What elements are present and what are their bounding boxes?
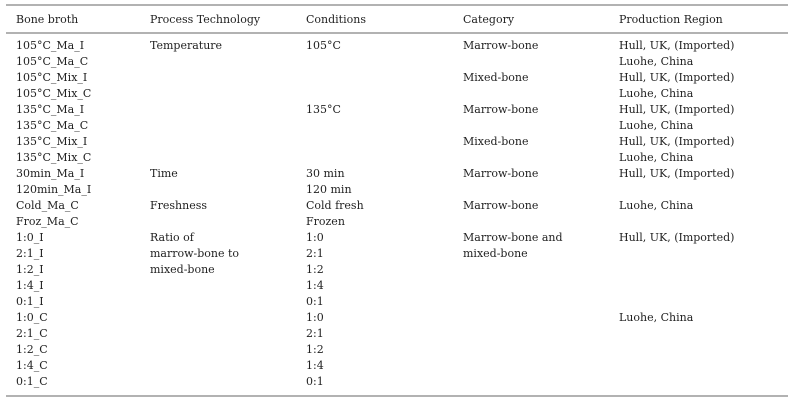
cell: 105°C_Ma_I bbox=[16, 39, 84, 52]
cell: 1:0 bbox=[306, 231, 324, 244]
cell: 105°C bbox=[306, 39, 341, 52]
cell: Marrow-bone bbox=[463, 167, 538, 180]
cell: Mixed-bone bbox=[463, 71, 529, 84]
cell: Marrow-bone and bbox=[463, 231, 563, 244]
cell: Freshness bbox=[150, 199, 207, 212]
cell: 135°C_Mix_C bbox=[16, 151, 91, 164]
cell: Froz_Ma_C bbox=[16, 215, 79, 228]
cell: 1:4 bbox=[306, 359, 324, 372]
cell: 1:4_C bbox=[16, 359, 48, 372]
cell: Hull, UK, (Imported) bbox=[619, 231, 734, 244]
cell: 1:2_C bbox=[16, 343, 48, 356]
cell: 1:2 bbox=[306, 343, 324, 356]
cell: Hull, UK, (Imported) bbox=[619, 39, 734, 52]
cell: 0:1_I bbox=[16, 295, 44, 308]
header-cell: Process Technology bbox=[150, 13, 261, 26]
cell: 1:0_I bbox=[16, 231, 44, 244]
cell: 135°C_Ma_I bbox=[16, 103, 84, 116]
cell: 1:4 bbox=[306, 279, 324, 292]
cell: 120 min bbox=[306, 183, 352, 196]
header-cell: Conditions bbox=[306, 13, 366, 26]
cell: 1:4_I bbox=[16, 279, 44, 292]
cell: Marrow-bone bbox=[463, 39, 538, 52]
cell: Mixed-bone bbox=[463, 135, 529, 148]
cell: Hull, UK, (Imported) bbox=[619, 135, 734, 148]
cell: Luohe, China bbox=[619, 87, 694, 100]
cell: 2:1_I bbox=[16, 247, 44, 260]
cell: 2:1 bbox=[306, 327, 324, 340]
cell: Ratio of bbox=[150, 231, 195, 244]
cell: Temperature bbox=[150, 39, 222, 52]
cell: Cold fresh bbox=[306, 199, 364, 212]
cell: 105°C_Ma_C bbox=[16, 55, 88, 68]
cell: Luohe, China bbox=[619, 311, 694, 324]
cell: 30min_Ma_I bbox=[16, 167, 84, 180]
header-cell: Category bbox=[463, 13, 515, 26]
cell: mixed-bone bbox=[150, 263, 215, 276]
cell: Luohe, China bbox=[619, 119, 694, 132]
cell: Hull, UK, (Imported) bbox=[619, 71, 734, 84]
cell: Time bbox=[150, 167, 178, 180]
cell: Hull, UK, (Imported) bbox=[619, 167, 734, 180]
cell: Luohe, China bbox=[619, 199, 694, 212]
cell: 105°C_Mix_I bbox=[16, 71, 87, 84]
cell: 135°C_Mix_I bbox=[16, 135, 87, 148]
cell: Marrow-bone bbox=[463, 199, 538, 212]
cell: 2:1 bbox=[306, 247, 324, 260]
header-cell: Bone broth bbox=[16, 13, 78, 26]
cell: 135°C bbox=[306, 103, 341, 116]
cell: Marrow-bone bbox=[463, 103, 538, 116]
cell: 120min_Ma_I bbox=[16, 183, 91, 196]
cell: 1:2_I bbox=[16, 263, 44, 276]
cell: 0:1_C bbox=[16, 375, 48, 388]
cell: 1:0_C bbox=[16, 311, 48, 324]
cell: 0:1 bbox=[306, 375, 324, 388]
cell: Cold_Ma_C bbox=[16, 199, 79, 212]
cell: 105°C_Mix_C bbox=[16, 87, 91, 100]
cell: 1:2 bbox=[306, 263, 324, 276]
cell: 1:0 bbox=[306, 311, 324, 324]
cell: Frozen bbox=[306, 215, 345, 228]
cell: 2:1_C bbox=[16, 327, 48, 340]
cell: 30 min bbox=[306, 167, 345, 180]
cell: Hull, UK, (Imported) bbox=[619, 103, 734, 116]
cell: 0:1 bbox=[306, 295, 324, 308]
cell: 135°C_Ma_C bbox=[16, 119, 88, 132]
cell: mixed-bone bbox=[463, 247, 528, 260]
header-cell: Production Region bbox=[619, 13, 723, 26]
cell: Luohe, China bbox=[619, 151, 694, 164]
cell: marrow-bone to bbox=[150, 247, 239, 260]
cell: Luohe, China bbox=[619, 55, 694, 68]
